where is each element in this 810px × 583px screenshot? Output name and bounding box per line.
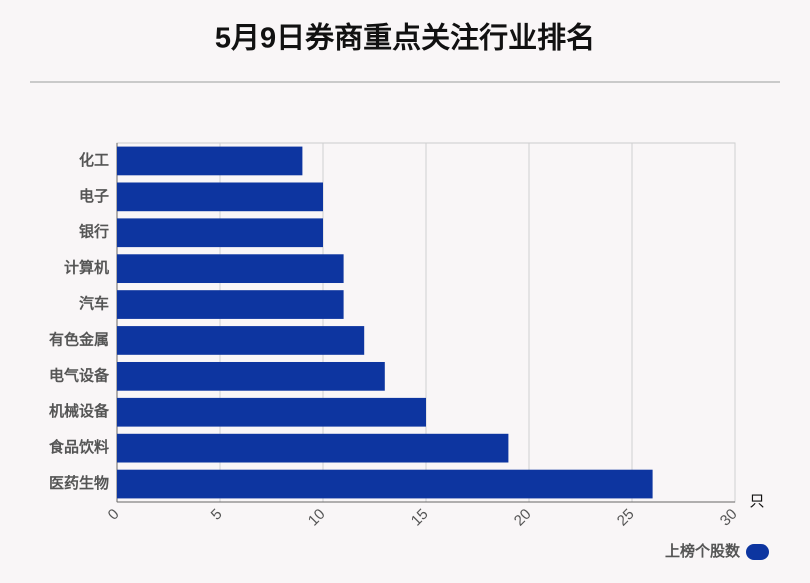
y-tick-label: 电子	[79, 187, 109, 205]
bar	[117, 397, 426, 427]
bar	[117, 218, 323, 248]
bar	[117, 254, 344, 284]
y-tick-label: 计算机	[64, 259, 109, 277]
y-tick-label: 食品饮料	[49, 438, 109, 456]
bar	[117, 326, 365, 355]
bar	[117, 290, 344, 319]
y-tick-label: 化工	[79, 151, 109, 169]
bar	[117, 182, 323, 212]
bar	[117, 146, 303, 176]
y-tick-label: 医药生物	[49, 474, 109, 492]
y-tick-label: 银行	[79, 223, 109, 241]
bar	[117, 361, 385, 391]
bar	[117, 433, 509, 463]
y-tick-label: 汽车	[79, 295, 109, 313]
x-axis-unit: 只	[749, 493, 764, 510]
legend-swatch	[746, 544, 769, 560]
chart-title: 5月9日券商重点关注行业排名	[215, 21, 595, 55]
y-tick-label: 有色金属	[49, 330, 109, 348]
bar	[117, 469, 653, 499]
y-tick-label: 电气设备	[49, 366, 110, 384]
y-tick-label: 机械设备	[49, 402, 110, 420]
legend-label: 上榜个股数	[665, 542, 741, 560]
